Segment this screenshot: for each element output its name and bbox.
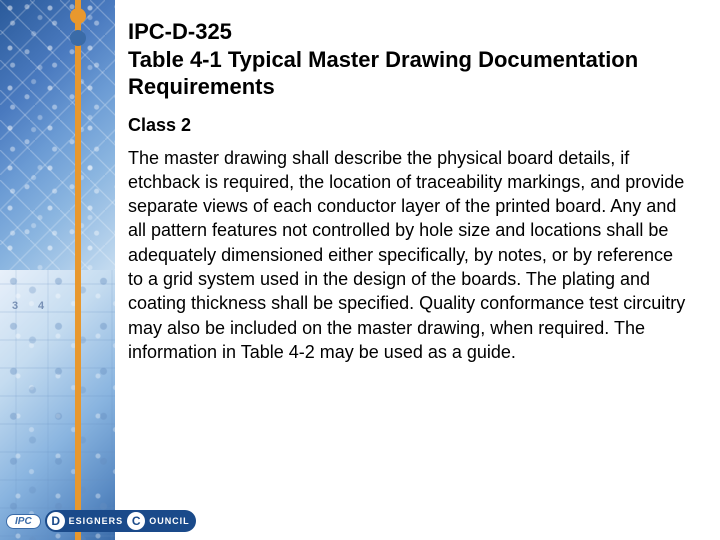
- decorative-sidebar: 3 4: [0, 0, 115, 540]
- slide-content: IPC-D-325 Table 4-1 Typical Master Drawi…: [128, 18, 688, 364]
- title-line-1: IPC-D-325: [128, 19, 232, 44]
- sidebar-pcb-image-top: [0, 0, 115, 270]
- dc-text-2: OUNCIL: [149, 516, 190, 526]
- designers-council-logo: D ESIGNERS C OUNCIL: [45, 510, 196, 532]
- accent-dot-blue: [70, 30, 86, 46]
- dc-d-badge: D: [47, 512, 65, 530]
- vertical-accent-bar: [75, 0, 81, 540]
- accent-dot-orange: [70, 8, 86, 24]
- title-line-2: Table 4-1 Typical Master Drawing Documen…: [128, 47, 638, 100]
- dc-text-1: ESIGNERS: [69, 516, 124, 526]
- dc-c-badge: C: [127, 512, 145, 530]
- footer-logos: IPC D ESIGNERS C OUNCIL: [6, 510, 196, 532]
- slide-title: IPC-D-325 Table 4-1 Typical Master Drawi…: [128, 18, 688, 101]
- ipc-logo: IPC: [6, 514, 41, 529]
- sidebar-pcb-image-bottom: 3 4: [0, 270, 115, 540]
- slide-subtitle: Class 2: [128, 115, 688, 136]
- slide-body-text: The master drawing shall describe the ph…: [128, 146, 688, 365]
